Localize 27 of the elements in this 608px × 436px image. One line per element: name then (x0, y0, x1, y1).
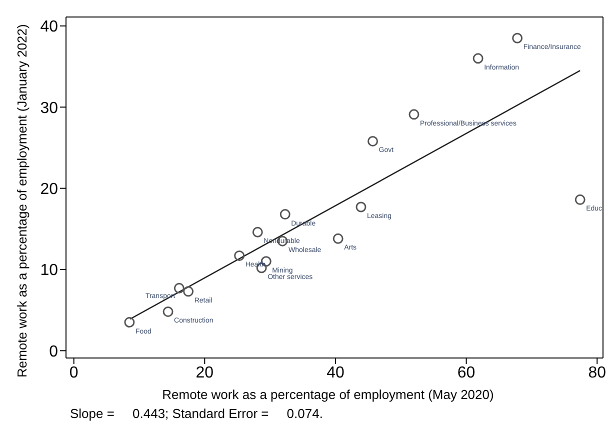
point (174, 282, 184, 294)
y-tick-label: 40 (40, 18, 58, 36)
y-tick-label: 20 (40, 180, 58, 198)
x-tick-label: 80 (588, 364, 606, 382)
x-tick-label: 40 (326, 364, 344, 382)
x-tick-label: 60 (457, 364, 476, 382)
point (183, 286, 194, 297)
point (124, 317, 135, 328)
point (234, 250, 245, 261)
y-tick-label: 30 (40, 100, 58, 117)
point (408, 109, 420, 120)
point (472, 53, 484, 64)
x-tick-label: 20 (196, 364, 214, 382)
y-axis-title: Remote work as a percentage of employment (January 2022) (14, 24, 30, 378)
point (356, 202, 366, 212)
x-axis-title: Remote work as a percentage of employment (May 2020) (161, 387, 495, 402)
point (574, 194, 586, 205)
point (512, 32, 523, 44)
y-tick-label: 10 (40, 262, 58, 280)
y-tick-label: 0 (49, 343, 58, 360)
point (162, 306, 174, 317)
point (280, 209, 290, 220)
point (368, 136, 378, 146)
point (332, 233, 344, 244)
point (252, 226, 263, 238)
x-tick-label: 0 (69, 364, 78, 382)
text: Slope = 0.443; Standard Error = 0.074. (70, 406, 323, 421)
